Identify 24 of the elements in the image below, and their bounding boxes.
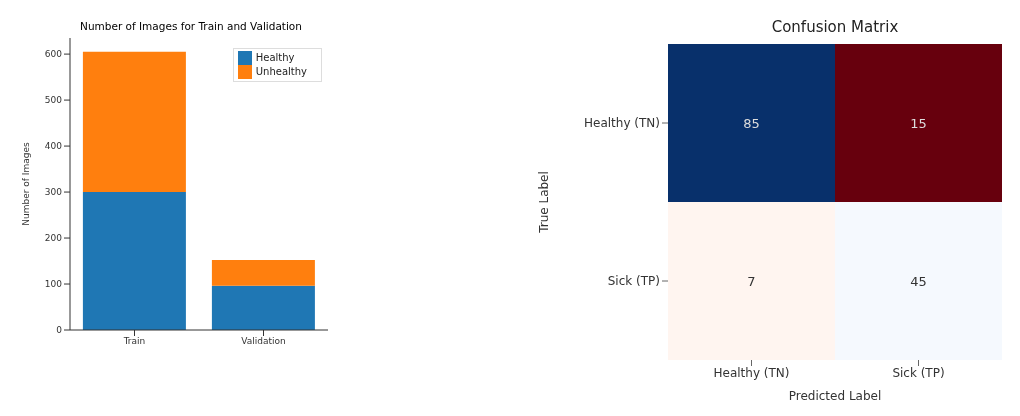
y-axis-title: Number of Images (21, 141, 32, 226)
bar (211, 285, 315, 330)
bar (82, 51, 186, 193)
legend-label: Healthy (255, 52, 295, 63)
data-label: 15 (910, 115, 927, 131)
y-tick-label: 100 (44, 279, 63, 290)
y-tick-label: 200 (44, 233, 63, 244)
data-label: 7 (747, 273, 756, 289)
bar (211, 260, 315, 286)
x-axis-title: Predicted Label (788, 389, 882, 403)
bar (82, 192, 186, 330)
y-axis-title: True Label (537, 171, 552, 234)
y-tick-label: 300 (44, 187, 63, 198)
chart-title: Number of Images for Train and Validation (79, 20, 303, 32)
chart-title: Confusion Matrix (770, 18, 900, 36)
x-tick-label: Validation (241, 336, 286, 347)
y-tick-label: 500 (44, 95, 63, 106)
x-tick-label: Train (122, 336, 146, 347)
y-tick-label: 600 (44, 49, 63, 60)
data-label: 45 (910, 273, 927, 289)
y-tick-label: 0 (56, 325, 63, 336)
data-label: 85 (743, 115, 760, 131)
y-tick-label: 400 (44, 141, 63, 152)
legend-label: Unhealthy (255, 66, 307, 77)
